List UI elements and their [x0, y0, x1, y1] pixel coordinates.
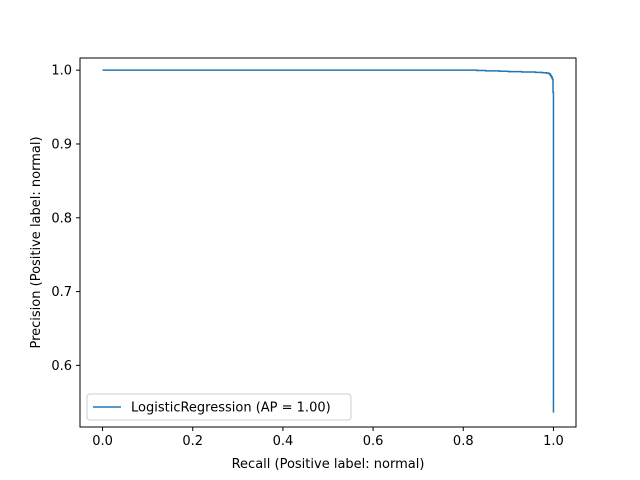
x-tick-label: 0.0 [92, 434, 113, 449]
legend: LogisticRegression (AP = 1.00) [86, 393, 352, 421]
x-axis: 0.0 0.2 0.4 0.6 0.8 1.0 [92, 427, 564, 449]
legend-entry-label: LogisticRegression (AP = 1.00) [131, 401, 331, 416]
x-axis-label: Recall (Positive label: normal) [232, 457, 425, 472]
x-tick-label: 1.0 [543, 434, 564, 449]
y-tick-label: 0.8 [51, 211, 72, 226]
y-axis: 0.6 0.7 0.8 0.9 1.0 [51, 64, 80, 374]
series-layer [102, 69, 555, 413]
y-tick-label: 0.7 [51, 285, 72, 300]
plot-background [80, 58, 576, 427]
legend-box [86, 393, 352, 421]
y-axis-label: Precision (Positive label: normal) [29, 136, 44, 348]
series-line-logistic-regression [102, 69, 555, 413]
x-tick-label: 0.8 [453, 434, 474, 449]
x-tick-label: 0.2 [182, 434, 203, 449]
x-tick-label: 0.6 [363, 434, 384, 449]
y-tick-label: 0.9 [51, 137, 72, 152]
y-tick-label: 1.0 [51, 64, 72, 79]
plot-frame [79, 57, 577, 428]
x-tick-label: 0.4 [273, 434, 294, 449]
y-tick-label: 0.6 [51, 359, 72, 374]
